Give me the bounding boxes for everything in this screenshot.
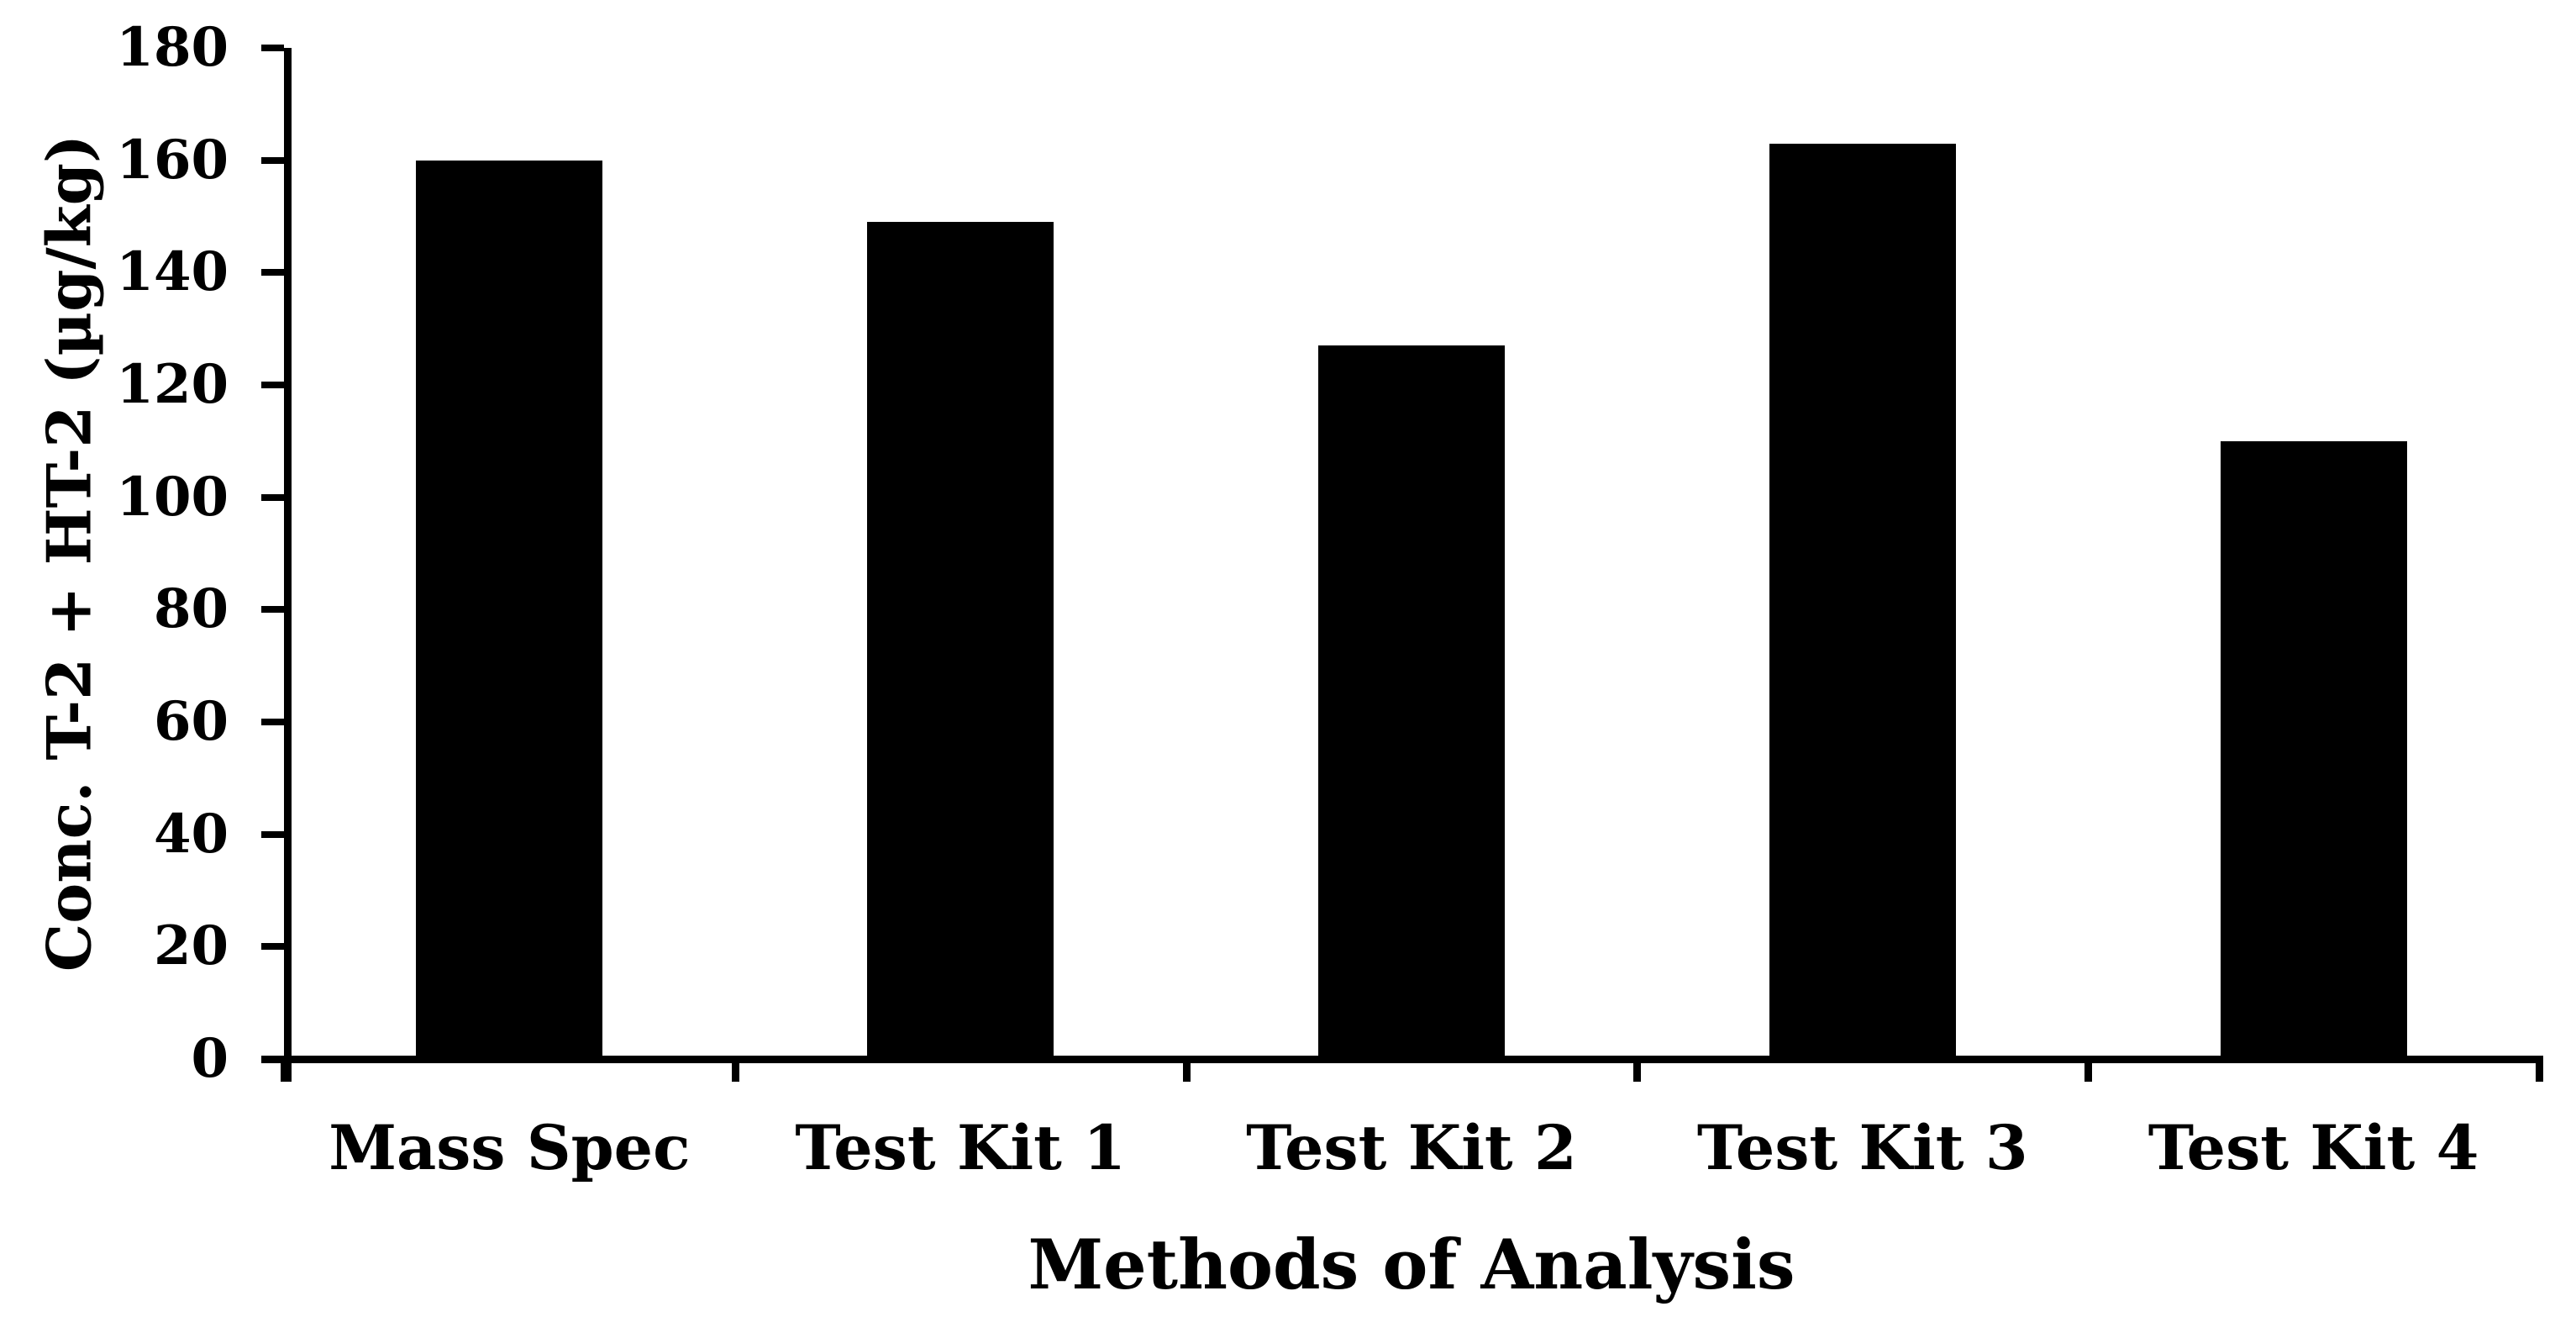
y-tick-label-140: 140 [116, 240, 229, 304]
y-tick-label-80: 80 [153, 577, 229, 641]
y-tick-label-0: 0 [191, 1027, 229, 1090]
y-tick-mark [261, 606, 284, 614]
y-tick-label-20: 20 [153, 914, 229, 978]
x-tick-mark [731, 1056, 739, 1082]
y-tick-mark [261, 156, 284, 164]
x-tick-mark [1633, 1056, 1642, 1082]
x-axis-line [261, 1056, 2542, 1063]
y-tick-label-100: 100 [116, 465, 229, 529]
x-tick-mark [2536, 1056, 2543, 1082]
y-tick-mark [261, 45, 284, 51]
x-tick-mark [2084, 1056, 2093, 1082]
x-category-label-test-kit-3: Test Kit 3 [1696, 1112, 2028, 1184]
bar-test-kit-4 [2220, 440, 2407, 1059]
x-category-label-test-kit-2: Test Kit 2 [1246, 1112, 1577, 1184]
y-tick-label-40: 40 [153, 802, 229, 866]
x-category-label-test-kit-1: Test Kit 1 [795, 1112, 1127, 1184]
y-tick-mark [261, 493, 284, 501]
y-tick-mark [261, 269, 284, 277]
y-tick-mark [261, 719, 284, 725]
y-tick-label-120: 120 [116, 353, 229, 416]
y-tick-mark [261, 943, 284, 951]
y-tick-mark [261, 382, 284, 388]
y-axis-line [284, 48, 292, 1082]
x-tick-mark [1182, 1056, 1191, 1082]
bar-mass-spec [416, 160, 603, 1059]
x-axis-title: Methods of Analysis [1028, 1225, 1795, 1305]
y-tick-label-180: 180 [116, 16, 229, 79]
y-tick-label-60: 60 [153, 690, 229, 753]
bar-test-kit-1 [867, 222, 1054, 1059]
y-tick-label-160: 160 [116, 128, 229, 192]
y-tick-mark [261, 830, 284, 838]
x-category-label-test-kit-4: Test Kit 4 [2148, 1112, 2479, 1184]
bar-test-kit-2 [1318, 345, 1505, 1059]
bar-test-kit-3 [1769, 143, 1956, 1059]
x-category-label-mass-spec: Mass Spec [329, 1112, 691, 1184]
